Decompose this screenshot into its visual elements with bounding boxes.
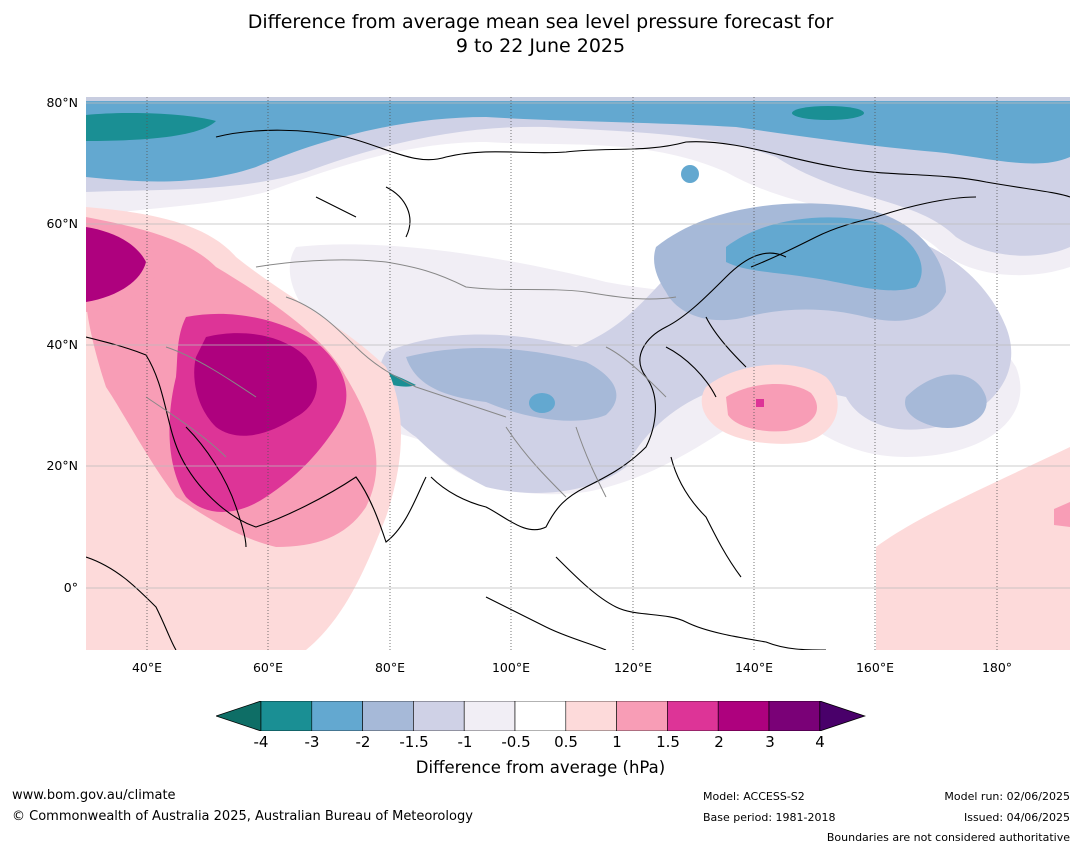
latitude-gridlines (86, 102, 1070, 589)
colorbar-tick: 0.5 (554, 733, 578, 751)
boundaries-disclaimer: Boundaries are not considered authoritat… (826, 831, 1070, 844)
base-period: Base period: 1981-2018 (703, 811, 836, 824)
colorbar-segment (463, 700, 516, 732)
colorbar-segment (362, 700, 414, 732)
colorbar-tick: -1 (457, 733, 473, 751)
colorbar-extend-high (819, 700, 867, 732)
lon-label-140e: 140°E (734, 660, 773, 675)
lon-label-80e: 80°E (374, 660, 406, 675)
colorbar-segment (514, 700, 567, 732)
colorbar-segment (667, 700, 719, 732)
colorbar-extend-low (214, 700, 262, 732)
lat-label-20n: 20°N (46, 458, 78, 473)
lon-label-180: 180° (981, 660, 1013, 675)
lon-label-60e: 60°E (252, 660, 284, 675)
pacific-positive-anomaly (701, 364, 1070, 650)
copyright-text: © Commonwealth of Australia 2025, Austra… (12, 809, 473, 824)
lon-label-120e: 120°E (613, 660, 652, 675)
lon-label-160e: 160°E (855, 660, 894, 675)
lat-label-40n: 40°N (46, 337, 78, 352)
lat-label-60n: 60°N (46, 216, 78, 231)
colorbar-tick: 1.5 (656, 733, 680, 751)
colorbar-tick: 4 (815, 733, 825, 751)
model-name: Model: ACCESS-S2 (703, 790, 805, 803)
colorbar-tick: -0.5 (501, 733, 531, 751)
colorbar-svg (214, 700, 867, 732)
colorbar-tick: 3 (765, 733, 775, 751)
colorbar-segment (311, 700, 363, 732)
colorbar-label: Difference from average (hPa) (415, 758, 666, 777)
colorbar-tick: -2 (355, 733, 371, 751)
lat-label-0: 0° (63, 580, 78, 595)
colorbar-tick: -3 (304, 733, 320, 751)
website-link[interactable]: www.bom.gov.au/climate (12, 788, 176, 803)
issued-date: Issued: 04/06/2025 (963, 811, 1070, 824)
colorbar-tick: 1 (612, 733, 622, 751)
east-asia-negative-anomaly (289, 165, 1021, 495)
arctic-negative-anomaly (86, 97, 1070, 276)
title-line-2: 9 to 22 June 2025 (455, 35, 626, 57)
colorbar-tick: -4 (253, 733, 269, 751)
map-svg (86, 97, 1070, 650)
longitude-gridlines (146, 97, 998, 650)
map-title: Difference from average mean sea level p… (0, 10, 1081, 58)
model-run-date: Model run: 02/06/2025 (944, 790, 1070, 803)
title-line-1: Difference from average mean sea level p… (247, 11, 834, 33)
colorbar-segment (565, 700, 617, 732)
colorbar-segment (413, 700, 465, 732)
lon-label-100e: 100°E (491, 660, 530, 675)
lon-label-40e: 40°E (131, 660, 163, 675)
pressure-anomaly-map (86, 97, 1070, 650)
colorbar-tick: -1.5 (399, 733, 429, 751)
colorbar-tick: 2 (714, 733, 724, 751)
colorbar-segment (260, 700, 313, 732)
coastlines (86, 129, 1070, 650)
colorbar (214, 700, 867, 735)
colorbar-segment (768, 700, 821, 732)
country-borders (145, 259, 677, 498)
lat-label-80n: 80°N (46, 95, 78, 110)
colorbar-segment (717, 700, 770, 732)
colorbar-segment (616, 700, 668, 732)
